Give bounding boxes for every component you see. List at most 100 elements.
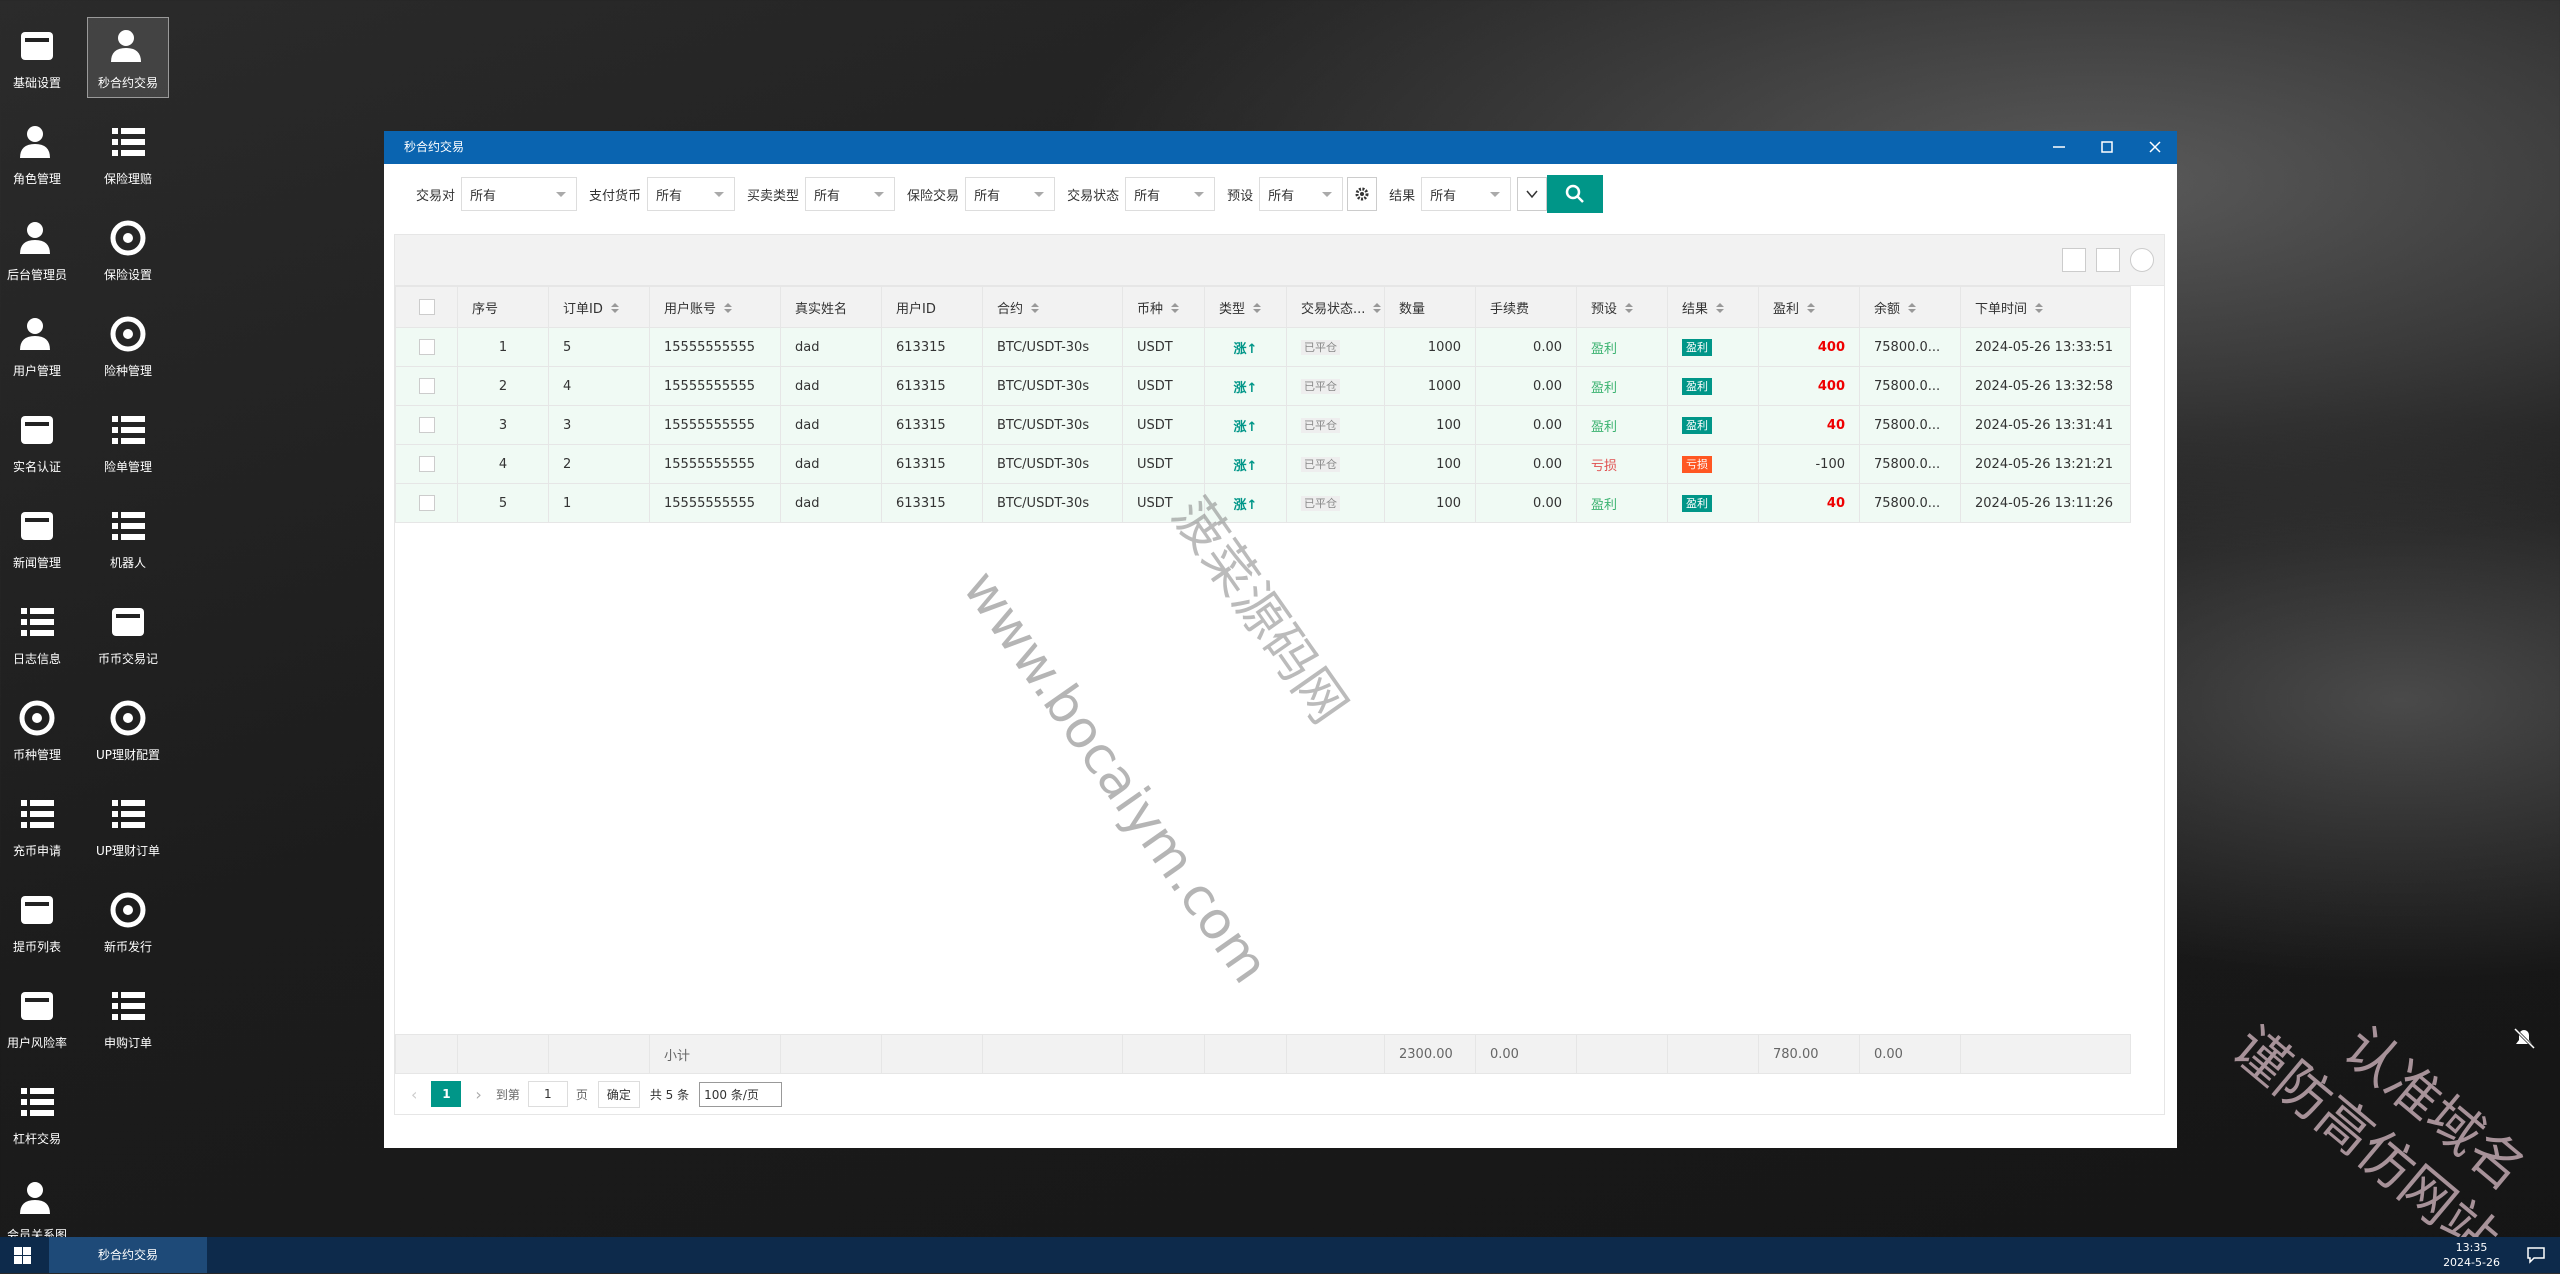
icon-label: 秒合约交易 <box>97 76 158 90</box>
page-size-select[interactable]: 100 条/页 <box>699 1081 782 1107</box>
cell: 2 <box>457 366 549 406</box>
settings-button[interactable] <box>1347 177 1378 211</box>
row-select[interactable] <box>395 483 458 523</box>
desktop-icon[interactable]: 用户风险率 <box>0 978 77 1057</box>
column-header[interactable]: 盈利 <box>1758 286 1860 328</box>
column-header[interactable]: 币种 <box>1122 286 1205 328</box>
cell: 613315 <box>881 405 983 445</box>
desktop-icon[interactable]: 险单管理 <box>88 402 168 481</box>
maximize-button[interactable] <box>2097 131 2117 164</box>
desktop-icon[interactable]: 机器人 <box>88 498 168 577</box>
cell-text: dad <box>795 339 820 355</box>
export-button[interactable] <box>2096 248 2120 272</box>
minimize-button[interactable] <box>2049 131 2069 164</box>
print-button[interactable] <box>2130 248 2154 272</box>
start-button[interactable] <box>14 1247 32 1265</box>
select-all[interactable] <box>395 286 458 328</box>
expand-button[interactable] <box>1517 177 1548 211</box>
icon-label: 机器人 <box>109 556 146 570</box>
header-text: 类型 <box>1219 301 1246 317</box>
next-page[interactable]: › <box>475 1084 482 1104</box>
cell-text: USDT <box>1137 456 1173 472</box>
filter-select[interactable]: 所有 <box>1421 177 1512 211</box>
columns-button[interactable] <box>2062 248 2086 272</box>
cell-text: BTC/USDT-30s <box>997 339 1090 355</box>
header-text: 订单ID <box>563 301 603 317</box>
column-header[interactable]: 余额 <box>1859 286 1961 328</box>
cell: 已平仓 <box>1286 444 1385 484</box>
row-select[interactable] <box>395 366 458 406</box>
cell-text: USDT <box>1137 417 1173 433</box>
desktop-icon[interactable]: 充币申请 <box>0 786 77 865</box>
cell: -100 <box>1758 444 1860 484</box>
search-button[interactable] <box>1547 175 1604 213</box>
cell-text: 75800.0... <box>1874 417 1941 433</box>
subtotal-label: 小计 <box>664 1048 691 1064</box>
desktop-icon[interactable]: 新币发行 <box>88 882 168 961</box>
desktop-icon[interactable]: 币种管理 <box>0 690 77 769</box>
action-center[interactable] <box>2526 1246 2546 1264</box>
filter-select[interactable]: 所有 <box>647 177 736 211</box>
icon-glyph <box>110 220 146 256</box>
column-header[interactable]: 合约 <box>982 286 1123 328</box>
cell: 已平仓 <box>1286 405 1385 445</box>
prev-page[interactable]: ‹ <box>411 1084 418 1104</box>
taskbar-app[interactable]: 秒合约交易 <box>49 1237 207 1273</box>
confirm-button[interactable]: 确定 <box>597 1080 640 1108</box>
desktop-icon[interactable]: 日志信息 <box>0 594 77 673</box>
column-header[interactable]: 结果 <box>1667 286 1759 328</box>
desktop-icon[interactable]: 基础设置 <box>0 18 77 97</box>
column-header[interactable]: 订单ID <box>548 286 650 328</box>
cell: 涨↑ <box>1204 444 1287 484</box>
cell-text: 75800.0... <box>1874 495 1941 511</box>
icon-label: 币种管理 <box>12 748 61 762</box>
subtotal-cell: 小计 <box>649 1034 781 1074</box>
column-header[interactable]: 类型 <box>1204 286 1287 328</box>
filter-select[interactable]: 所有 <box>1259 177 1344 211</box>
desktop-icon[interactable]: 用户管理 <box>0 306 77 385</box>
profit: 400 <box>1817 339 1845 355</box>
row-select[interactable] <box>395 405 458 445</box>
row-select[interactable] <box>395 327 458 367</box>
cell-text: 0.00 <box>1533 339 1562 355</box>
desktop-icon[interactable]: 保险设置 <box>88 210 168 289</box>
goto-input[interactable]: 1 <box>527 1081 568 1107</box>
column-header[interactable]: 下单时间 <box>1960 286 2131 328</box>
cell: 亏损 <box>1576 444 1668 484</box>
desktop-icon[interactable]: 提币列表 <box>0 882 77 961</box>
cell: BTC/USDT-30s <box>982 327 1123 367</box>
subtotal-row: 小计 2300.00 0.00 780.00 0.00 <box>395 1034 2131 1074</box>
column-header[interactable]: 预设 <box>1576 286 1668 328</box>
desktop-icon[interactable]: 保险理赔 <box>88 114 168 193</box>
cell: 盈利 <box>1667 327 1759 367</box>
result-badge: 盈利 <box>1682 339 1712 356</box>
column-header[interactable]: 交易状态... <box>1286 286 1385 328</box>
desktop-icon[interactable]: 杠杆交易 <box>0 1074 77 1153</box>
subtotal-cell: 780.00 <box>1758 1034 1860 1074</box>
desktop-icon[interactable]: 后台管理员 <box>0 210 77 289</box>
filter-select[interactable]: 所有 <box>1125 177 1216 211</box>
desktop-icon[interactable]: 险种管理 <box>88 306 168 385</box>
current-page[interactable]: 1 <box>431 1081 462 1107</box>
filter-select[interactable]: 所有 <box>805 177 896 211</box>
notification-off-icon[interactable] <box>2510 1024 2538 1052</box>
column-header[interactable]: 用户账号 <box>649 286 781 328</box>
desktop-icon[interactable]: 币币交易记 <box>88 594 168 673</box>
desktop-icon[interactable]: 新闻管理 <box>0 498 77 577</box>
desktop-icon[interactable]: UP理财订单 <box>88 786 168 865</box>
desktop-icon[interactable]: 秒合约交易 <box>87 17 169 98</box>
close-button[interactable] <box>2145 131 2165 164</box>
desktop-icon[interactable]: 角色管理 <box>0 114 77 193</box>
filter-select[interactable]: 所有 <box>965 177 1056 211</box>
cell: 613315 <box>881 366 983 406</box>
row-select[interactable] <box>395 444 458 484</box>
icon-label: 新闻管理 <box>12 556 61 570</box>
icon-label: 日志信息 <box>12 652 61 666</box>
desktop-icon[interactable]: 申购订单 <box>88 978 168 1057</box>
desktop-icon[interactable]: UP理财配置 <box>88 690 168 769</box>
filter-select[interactable]: 所有 <box>461 177 578 211</box>
desktop-icon[interactable]: 实名认证 <box>0 402 77 481</box>
icon-label: 提币列表 <box>12 940 61 954</box>
cell: 0.00 <box>1475 405 1577 445</box>
